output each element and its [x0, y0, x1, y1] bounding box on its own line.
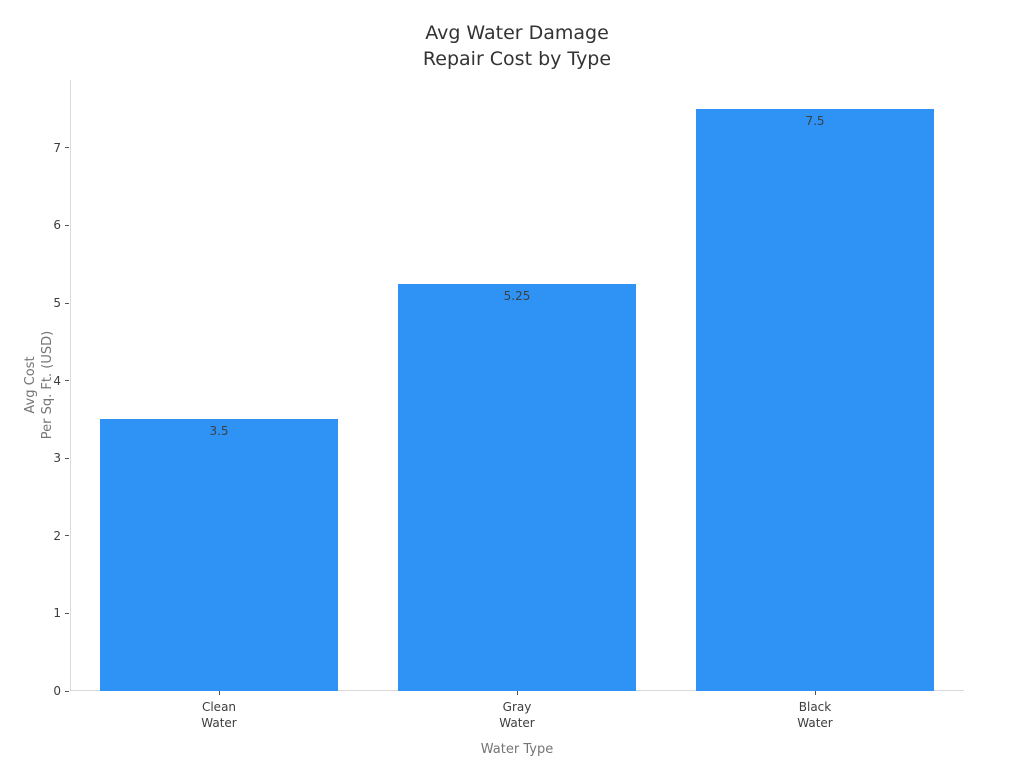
bar-1: 3.5	[99, 419, 339, 691]
bar-value-label: 3.5	[209, 424, 229, 439]
y-tick-mark	[65, 302, 69, 304]
y-tick-label: 1	[53, 606, 61, 621]
y-axis-line	[70, 80, 71, 691]
y-tick-mark	[65, 457, 69, 459]
bar-2: 5.25	[397, 283, 637, 691]
x-tick-mark	[516, 691, 518, 695]
plot-area: 0 1 2 3 4 5 6 7 3.5 5.25 7.5 Clean Water Gray Wate…	[53, 80, 964, 730]
x-tick-label: Black Water	[797, 700, 833, 730]
y-tick-mark	[65, 147, 69, 149]
y-tick-label: 7	[53, 140, 61, 155]
y-tick-label: 4	[53, 373, 61, 388]
bar-value-label: 7.5	[805, 114, 825, 129]
bar-3: 7.5	[695, 109, 935, 691]
x-axis-label: Water Type	[480, 742, 554, 757]
y-tick-mark	[65, 612, 69, 614]
y-axis-label: Avg Cost Per Sq. Ft. (USD)	[23, 330, 55, 440]
y-tick-label: 5	[53, 296, 61, 311]
bar-value-label: 5.25	[503, 288, 531, 303]
y-tick-label: 0	[53, 684, 61, 698]
y-tick-mark	[65, 535, 69, 537]
x-tick-mark	[814, 691, 816, 695]
y-tick-mark	[65, 690, 69, 692]
x-tick-label: Gray Water	[499, 700, 535, 730]
x-tick-label: Clean Water	[201, 700, 237, 730]
chart-title: Avg Water Damage Repair Cost by Type	[422, 22, 612, 70]
y-tick-label: 6	[53, 218, 61, 233]
y-tick-label: 3	[53, 451, 61, 466]
y-tick-mark	[65, 224, 69, 226]
y-tick-label: 2	[53, 528, 61, 543]
y-tick-mark	[65, 380, 69, 382]
x-tick-mark	[218, 691, 220, 695]
